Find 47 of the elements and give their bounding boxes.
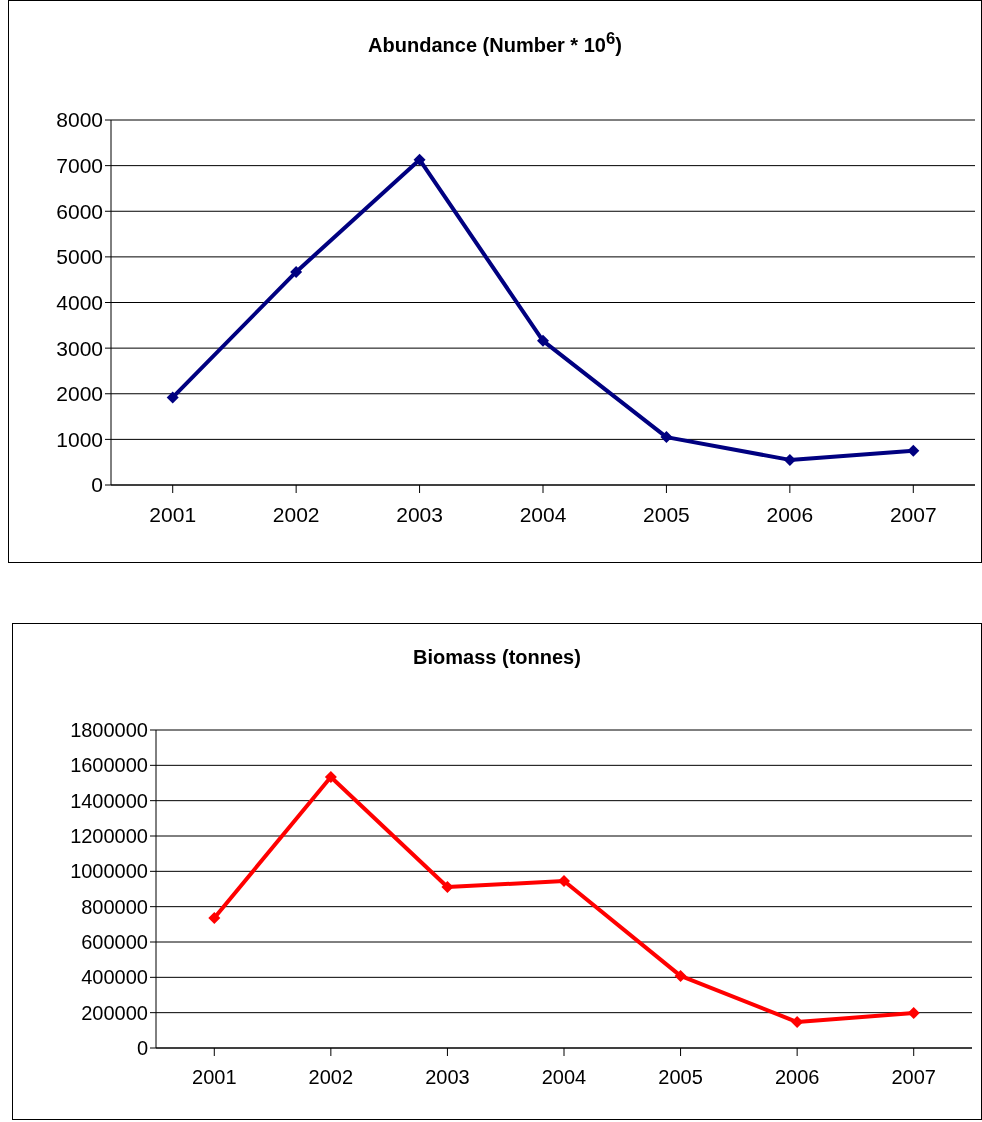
y-tick-label: 800000: [81, 895, 148, 918]
x-tick-label: 2005: [658, 1066, 703, 1089]
y-tick-label: 1000: [56, 427, 103, 451]
x-tick-label: 2003: [396, 502, 443, 526]
x-tick-label: 2002: [272, 502, 320, 526]
y-tick-label: 7000: [56, 154, 103, 178]
x-tick-label: 2004: [519, 502, 567, 526]
x-tick-label: 2005: [643, 502, 690, 526]
point: [783, 453, 796, 466]
x-tick-label: 2006: [766, 502, 814, 526]
point: [660, 431, 673, 444]
y-tick-label: 8000: [56, 108, 103, 132]
point: [413, 153, 426, 166]
chart-title: Biomass (tonnes): [412, 646, 582, 669]
point: [290, 265, 303, 278]
x-tick-label: 2007: [891, 1066, 936, 1089]
y-tick-label: 3000: [56, 336, 103, 360]
y-tick-label: 0: [136, 1037, 148, 1060]
point: [208, 911, 221, 924]
x-tick-label: 2006: [774, 1066, 820, 1089]
x-tick-label: 2003: [425, 1066, 470, 1089]
point: [674, 969, 687, 982]
point: [324, 770, 337, 783]
y-tick-label: 1000000: [70, 860, 148, 883]
y-tick-label: 5000: [56, 245, 103, 269]
x-tick-label: 2004: [541, 1066, 587, 1089]
y-tick-label: 1200000: [70, 825, 148, 848]
y-tick-label: 1800000: [70, 719, 148, 742]
point: [907, 444, 920, 457]
x-tick-label: 2001: [149, 502, 197, 526]
point: [441, 881, 454, 894]
x-tick-label: 2001: [192, 1066, 237, 1089]
y-tick-label: 400000: [81, 966, 148, 989]
point: [537, 334, 549, 347]
y-tick-label: 4000: [56, 290, 103, 314]
y-tick-label: 200000: [81, 1001, 148, 1024]
point: [558, 875, 570, 888]
y-tick-label: 6000: [56, 199, 103, 223]
y-tick-label: 2000: [56, 382, 103, 406]
x-tick-label: 2002: [308, 1066, 354, 1089]
y-tick-label: 0: [91, 473, 103, 497]
point: [166, 391, 179, 404]
x-tick-label: 2007: [889, 502, 937, 526]
y-tick-label: 1400000: [70, 789, 148, 812]
y-tick-label: 600000: [81, 931, 148, 954]
y-tick-label: 1600000: [70, 754, 148, 777]
chart-title: Abundance (Number * 10$^{6}$): [367, 29, 623, 57]
